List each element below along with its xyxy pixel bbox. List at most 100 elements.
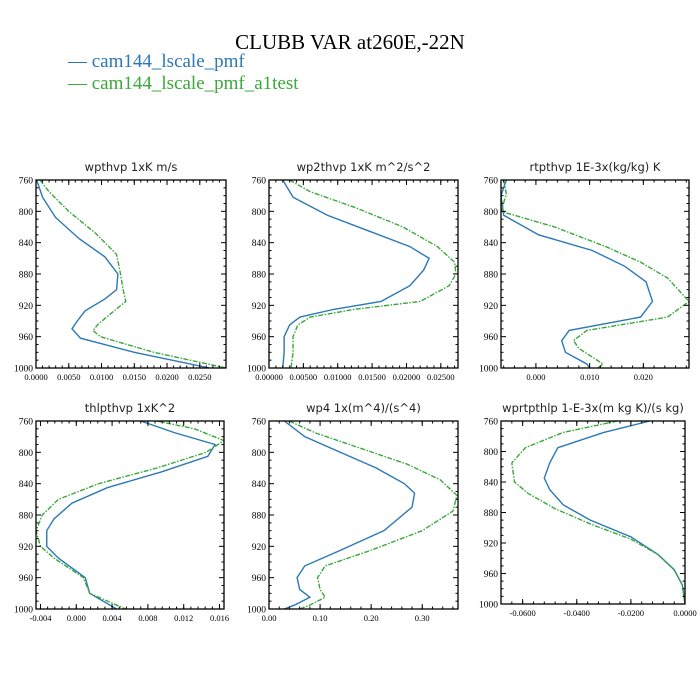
y-tick-label: 960 [19,333,34,343]
panel-title: wprtpthlp 1-E-3x(m kg K)/(s kg) [502,401,684,415]
x-tick-label: -0.004 [29,613,52,623]
y-tick-label: 880 [19,512,34,522]
series-line-2 [36,421,224,609]
y-tick-label: 760 [19,418,34,428]
x-tick-label: 0.01000 [324,372,352,382]
y-tick-label: 960 [19,574,34,584]
x-tick-label: 0.0000 [673,608,696,618]
plot-frame [35,420,225,610]
y-tick-label: 920 [252,302,267,312]
chart-panel-3: rtpthvp 1E-3x(kg/kg) K 760 800 840 880 920 960… [479,160,690,382]
y-tick-label: 840 [19,239,34,249]
x-tick-label: 0.30 [415,613,430,623]
series-line-1 [501,180,654,368]
series-line-2 [501,180,689,368]
chart-main-title: CLUBB VAR at260E,-22N [235,30,465,54]
legend-entry-series1: — cam144_lscale_pmf [68,51,245,72]
panel-title: rtpthvp 1E-3x(kg/kg) K [530,160,661,174]
y-tick-label: 840 [252,239,267,249]
y-tick-label: 800 [484,448,499,458]
x-tick-label: 0.008 [138,613,157,623]
y-tick-label: 760 [19,177,34,187]
series-line-1 [282,180,431,368]
y-tick-label: 1000 [14,365,33,375]
y-tick-label: 760 [252,418,267,428]
x-tick-label: 0.020 [634,372,653,382]
y-tick-label: 920 [252,543,267,553]
y-tick-label: 760 [484,418,499,428]
x-tick-label: 0.0250 [188,372,211,382]
y-tick-label: 840 [484,239,499,249]
series-line-2 [289,180,457,368]
series-line-2 [511,421,685,604]
y-tick-label: 960 [252,333,267,343]
y-tick-label: 1000 [14,606,33,616]
x-tick-label: 0.00 [262,613,277,623]
y-tick-label: 880 [484,509,499,519]
y-tick-label: 960 [252,574,267,584]
y-tick-label: 800 [19,208,34,218]
chart-panel-5: wp4 1x(m^4)/(s^4)76080084088092096010000… [247,401,459,623]
y-tick-label: 960 [484,570,499,580]
y-tick-label: 760 [252,177,267,187]
x-tick-label: 0.0200 [155,372,178,382]
plot-frame [268,179,459,369]
y-tick-label: 920 [19,543,34,553]
x-tick-label: 0.10 [313,613,328,623]
x-tick-label: 0.02000 [393,372,421,382]
x-tick-label: 0.00500 [290,372,318,382]
series-line-2 [39,180,226,368]
x-tick-label: 0.0100 [90,372,113,382]
y-tick-label: 880 [252,271,267,281]
series-line-1 [283,421,416,609]
x-tick-label: 0.01500 [358,372,386,382]
legend-entry-series2: — cam144_lscale_pmf_a1test [68,73,299,94]
chart-panel-2: wp2thvp 1xK m^2/s^2 760 800 840 880 920 960 100… [247,160,459,382]
x-tick-label: 0.02500 [427,372,455,382]
panel-title: wpthvp 1xK m/s [85,160,178,174]
y-tick-label: 840 [19,480,34,490]
plot-frame [35,179,227,369]
plot-frame [500,179,690,369]
y-tick-label: 880 [19,271,34,281]
chart-panel-4: thlpthvp 1xK^2 760 800 840 880 920 960 1000-0.0… [14,401,229,623]
chart-panel-6: wprtpthlp 1-E-3x(m kg K)/(s kg)760 800 840… [479,401,697,618]
x-tick-label: 0.000 [526,372,545,382]
y-tick-label: 880 [484,271,499,281]
plot-frame [500,420,686,605]
x-tick-label: 0.0050 [57,372,80,382]
x-tick-label: -0.0400 [564,608,590,618]
y-tick-label: 920 [19,302,34,312]
y-tick-label: 1000 [479,601,498,611]
y-tick-label: 800 [484,208,499,218]
x-tick-label: -0.0200 [618,608,644,618]
y-tick-label: 960 [484,333,499,343]
series-line-1 [543,421,685,604]
y-tick-label: 920 [484,540,499,550]
x-tick-label: 0.012 [174,613,193,623]
y-tick-label: 800 [19,449,34,459]
panel-title: wp4 1x(m^4)/(s^4) [306,401,421,415]
x-tick-label: 0.20 [364,613,379,623]
series-line-2 [289,421,458,609]
y-tick-label: 880 [252,512,267,522]
x-tick-label: 0.010 [580,372,599,382]
chart-panel-1: wpthvp 1xK m/s76080084088092096010000.00… [14,160,227,382]
series-line-1 [36,180,210,368]
x-tick-label: 0.0000 [24,372,47,382]
panel-title: thlpthvp 1xK^2 [85,401,175,415]
panel-title: wp2thvp 1xK m^2/s^2 [297,160,431,174]
y-tick-label: 1000 [479,365,498,375]
y-tick-label: 840 [252,480,267,490]
x-tick-label: -0.0600 [510,608,536,618]
x-tick-label: 0.0150 [123,372,146,382]
y-tick-label: 800 [252,208,267,218]
y-tick-label: 760 [484,177,499,187]
y-tick-label: 840 [484,479,499,489]
x-tick-label: 0.00000 [255,372,283,382]
x-tick-label: 0.004 [103,613,123,623]
x-tick-label: 0.000 [67,613,86,623]
y-tick-label: 1000 [247,606,266,616]
y-tick-label: 800 [252,449,267,459]
